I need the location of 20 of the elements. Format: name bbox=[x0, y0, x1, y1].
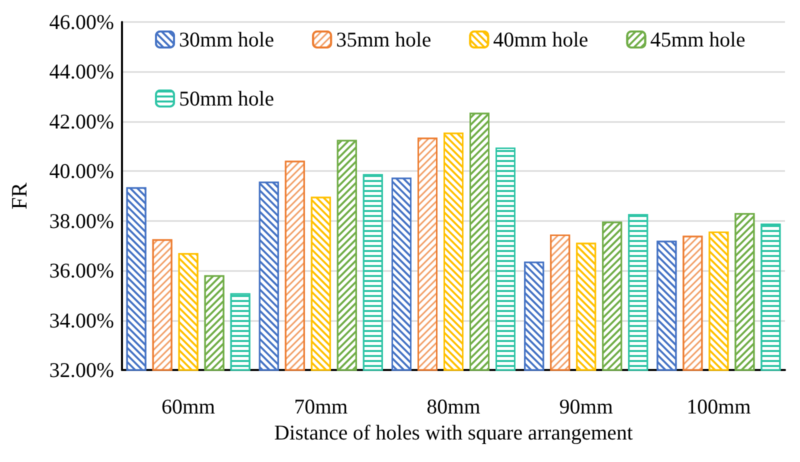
y-tick-label: 42.00% bbox=[49, 109, 114, 134]
x-tick-label: 100mm bbox=[686, 394, 751, 418]
y-tick-label: 40.00% bbox=[49, 159, 114, 184]
y-tick-label: 34.00% bbox=[49, 308, 114, 332]
x-tick-label: 80mm bbox=[426, 394, 480, 418]
y-axis-title: FR bbox=[6, 182, 32, 210]
y-tick-label: 44.00% bbox=[49, 60, 114, 84]
legend-label: 40mm hole bbox=[493, 28, 588, 52]
y-tick-label: 46.00% bbox=[49, 10, 114, 34]
legend-label: 35mm hole bbox=[336, 28, 432, 52]
legend-label: 45mm hole bbox=[650, 28, 746, 52]
x-axis-title: Distance of holes with square arrangement bbox=[274, 420, 633, 444]
x-tick-label: 90mm bbox=[559, 394, 613, 418]
legend-label: 30mm hole bbox=[179, 28, 274, 52]
x-tick-label: 70mm bbox=[294, 394, 348, 418]
y-tick-label: 36.00% bbox=[49, 258, 114, 283]
y-tick-label: 32.00% bbox=[49, 358, 114, 382]
x-tick-label: 60mm bbox=[161, 394, 216, 418]
y-tick-label: 38.00% bbox=[49, 208, 114, 233]
legend-label: 50mm hole bbox=[179, 86, 274, 110]
